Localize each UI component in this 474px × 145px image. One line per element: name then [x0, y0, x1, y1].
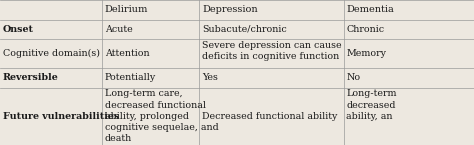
Text: Attention: Attention	[105, 49, 149, 58]
Text: Onset: Onset	[3, 25, 34, 34]
Text: Long-term
decreased
ability, an: Long-term decreased ability, an	[346, 89, 397, 121]
Text: Severe depression can cause
deficits in cognitive function: Severe depression can cause deficits in …	[202, 41, 342, 61]
Text: Memory: Memory	[346, 49, 386, 58]
Text: Depression: Depression	[202, 5, 257, 14]
Text: Subacute/chronic: Subacute/chronic	[202, 25, 287, 34]
Text: Acute: Acute	[105, 25, 133, 34]
Text: Decreased functional ability: Decreased functional ability	[202, 112, 337, 121]
Text: Future vulnerabilities: Future vulnerabilities	[3, 112, 119, 121]
Text: Reversible: Reversible	[3, 73, 59, 83]
Text: No: No	[346, 73, 361, 83]
Text: Yes: Yes	[202, 73, 218, 83]
Text: Dementia: Dementia	[346, 5, 394, 14]
Text: Long-term care,
decreased functional
ability, prolonged
cognitive sequelae, and
: Long-term care, decreased functional abi…	[105, 89, 219, 143]
Text: Cognitive domain(s): Cognitive domain(s)	[3, 49, 100, 58]
Text: Delirium: Delirium	[105, 5, 148, 14]
Text: Chronic: Chronic	[346, 25, 384, 34]
Text: Potentially: Potentially	[105, 73, 156, 83]
